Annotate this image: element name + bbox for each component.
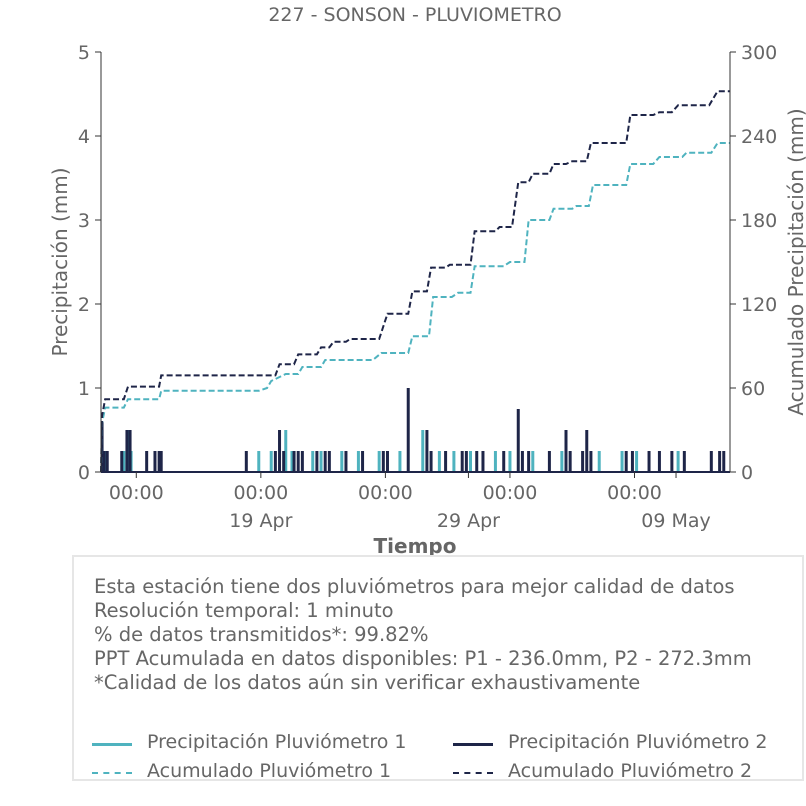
plot-area: 0 1 2 3 4 5 0 60 120 180 240 300 00:00 00:00 19 Apr 00:… <box>78 42 777 532</box>
y2-tick-label-2: 120 <box>741 294 777 316</box>
legend-swatch-solid-navy <box>453 743 493 746</box>
legend-label: Acumulado Pluviómetro 2 <box>508 760 753 782</box>
legend-label: Precipitación Pluviómetro 1 <box>147 731 407 753</box>
info-line-accumulated: PPT Acumulada en datos disponibles: P1 -… <box>94 647 752 670</box>
accum-line-s2 <box>100 142 730 473</box>
legend-swatch-solid-teal <box>92 743 132 746</box>
y2-tick-label-4: 240 <box>741 126 777 148</box>
info-line-stations: Esta estación tiene dos pluviómetros par… <box>94 575 735 598</box>
x-tick-time-5: 00:00 <box>607 482 662 504</box>
x-tick-date-6: 09 May <box>641 510 711 532</box>
x-tick-date-1: 19 Apr <box>229 510 292 532</box>
y2-tick-label-1: 60 <box>741 378 765 400</box>
y-tick-label-1: 1 <box>78 378 90 400</box>
y2-tick-label-3: 180 <box>741 210 777 232</box>
y-tick-label-0: 0 <box>78 462 90 484</box>
legend-swatch-dashed-teal <box>92 772 132 774</box>
y2-tick-label-5: 300 <box>741 42 777 64</box>
info-box: Esta estación tiene dos pluviómetros par… <box>72 555 804 782</box>
legend-label: Precipitación Pluviómetro 2 <box>508 731 768 753</box>
y-tick-label-5: 5 <box>78 42 90 64</box>
info-line-quality: *Calidad de los datos aún sin verificar … <box>94 671 641 694</box>
accum-line-s3 <box>100 90 730 473</box>
x-axis-label: Tiempo <box>374 534 457 558</box>
y-tick-label-3: 3 <box>78 210 90 232</box>
rainfall-chart: 227 - SONSON - PLUVIOMETRO 0 1 2 3 4 5 0 60 120 1… <box>48 4 806 558</box>
info-line-transmitted: % de datos transmitidos*: 99.82% <box>94 623 429 646</box>
y2-tick-label-0: 0 <box>741 462 753 484</box>
y-axis-label: Precipitación (mm) <box>48 167 72 356</box>
chart-title: 227 - SONSON - PLUVIOMETRO <box>268 4 561 26</box>
y-tick-label-2: 2 <box>78 294 90 316</box>
x-tick-date-3: 29 Apr <box>437 510 500 532</box>
x-tick-time-2: 00:00 <box>358 482 413 504</box>
x-tick-time-0: 00:00 <box>109 482 164 504</box>
info-line-resolution: Resolución temporal: 1 minuto <box>94 599 394 622</box>
y-tick-label-4: 4 <box>78 126 90 148</box>
x-tick-time-1: 00:00 <box>233 482 288 504</box>
x-tick-time-4: 00:00 <box>483 482 538 504</box>
legend-label: Acumulado Pluviómetro 1 <box>147 760 392 782</box>
y2-axis-label: Acumulado Precipitación (mm) <box>784 108 806 415</box>
legend-swatch-dashed-navy <box>453 772 493 774</box>
